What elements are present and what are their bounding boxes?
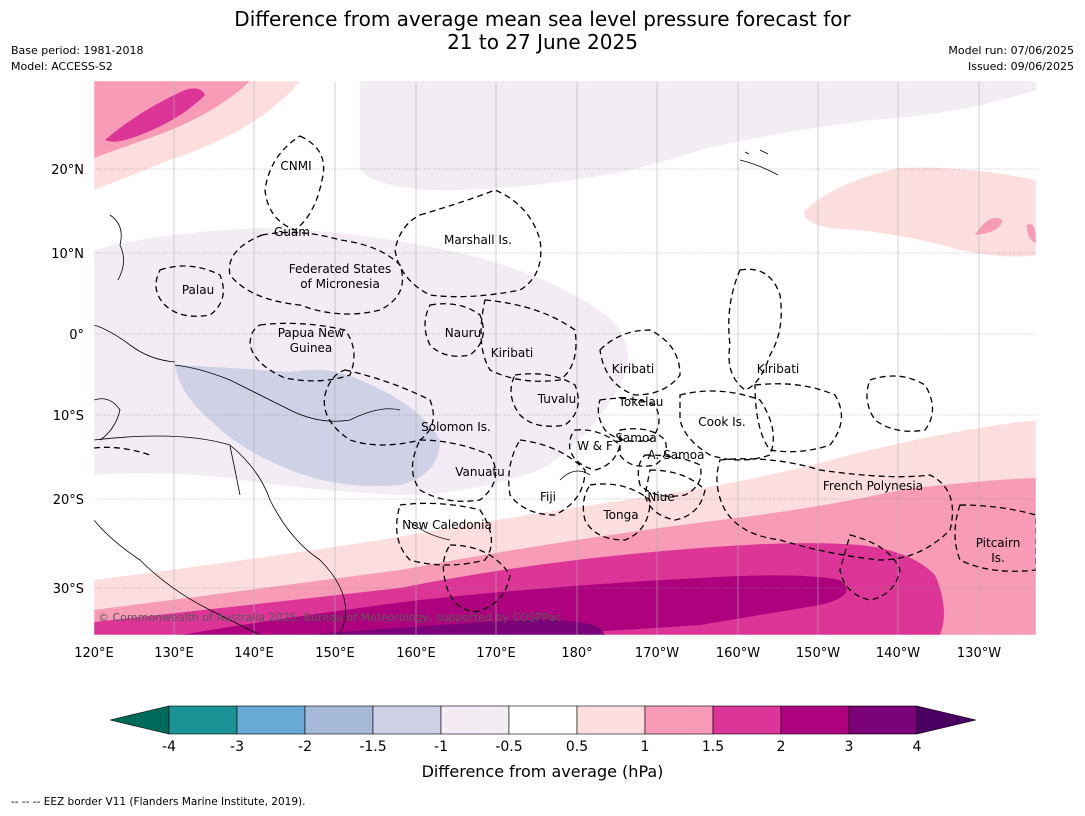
colorbar-bin	[576, 705, 646, 735]
region-label: Fiji	[540, 490, 556, 504]
colorbar-bin	[304, 705, 374, 735]
lat-tick: 20°N	[51, 163, 84, 178]
region-label: Vanuatu	[455, 465, 505, 479]
colorbar-bin	[848, 705, 918, 735]
colorbar	[109, 705, 977, 735]
model-run-label: Model run: 07/06/2025	[948, 44, 1074, 57]
colorbar-tick: -3	[230, 739, 244, 755]
colorbar-tick: 2	[777, 739, 786, 755]
region-label: Is.	[991, 551, 1005, 565]
region-label: of Micronesia	[300, 277, 380, 291]
gridlines	[94, 81, 1036, 635]
region-label: Solomon Is.	[421, 420, 491, 434]
colorbar-title: Difference from average (hPa)	[421, 762, 664, 781]
lon-tick: 160°W	[716, 646, 760, 661]
colorbar-bin	[372, 705, 442, 735]
region-label: Cook Is.	[698, 415, 745, 429]
pressure-anomaly-field	[94, 81, 1036, 635]
colorbar-bin	[780, 705, 850, 735]
colorbar-bin	[644, 705, 714, 735]
region-label: Tokelau	[618, 395, 664, 409]
colorbar-tick: -1	[434, 739, 448, 755]
lat-tick: 20°S	[53, 493, 84, 508]
colorbar-low-extension	[109, 705, 170, 735]
lon-tick: 160°E	[396, 646, 436, 661]
lon-tick: 120°E	[74, 646, 114, 661]
region-label: Nauru	[445, 326, 481, 340]
region-label: Tuvalu	[537, 392, 577, 406]
axis-frame	[93, 80, 1037, 636]
region-label: Pitcairn	[976, 536, 1021, 550]
title-line-2: 21 to 27 June 2025	[447, 30, 638, 54]
title-line-1: Difference from average mean sea level p…	[234, 7, 851, 31]
region-label: Marshall Is.	[444, 233, 512, 247]
lon-tick: 150°E	[315, 646, 355, 661]
coastlines	[94, 149, 779, 635]
lat-tick: 30°S	[53, 582, 84, 597]
colorbar-bin	[236, 705, 306, 735]
lat-tick: 10°S	[53, 409, 84, 424]
region-label: Kiribati	[491, 346, 533, 360]
region-labels: CNMI Guam Marshall Is. Federated States …	[182, 159, 1020, 565]
lat-tick-labels: 20°N 10°N 0° 10°S 20°S 30°S	[51, 163, 84, 597]
lon-tick: 140°W	[876, 646, 920, 661]
colorbar-tick: -0.5	[495, 739, 522, 755]
copyright-notice: © Commonwealth of Australia 2025, Bureau…	[98, 611, 561, 624]
colorbar-tick: 1.5	[702, 739, 724, 755]
lon-tick: 180°	[561, 646, 592, 661]
lon-tick: 130°W	[957, 646, 1001, 661]
region-label: New Caledonia	[402, 518, 492, 532]
colorbar-tick: 1	[641, 739, 650, 755]
eez-footnote: -- -- -- EEZ border V11 (Flanders Marine…	[11, 796, 306, 808]
colorbar-tick: 0.5	[566, 739, 588, 755]
region-label: CNMI	[280, 159, 311, 173]
map-figure: 20°N 10°N 0° 10°S 20°S 30°S 120°E 130°E …	[51, 80, 1037, 755]
region-label: Guam	[274, 225, 310, 239]
eez-borders	[94, 135, 1036, 613]
colorbar-tick-labels: -4 -3 -2 -1.5 -1 -0.5 0.5 1 1.5 2 3 4	[162, 739, 922, 755]
issued-label: Issued: 09/06/2025	[967, 60, 1074, 73]
colorbar-tick: -2	[298, 739, 312, 755]
region-label: Guinea	[290, 341, 333, 355]
meta-right: Model run: 07/06/2025 Issued: 09/06/2025	[948, 43, 1074, 75]
region-label: A. Samoa	[648, 448, 705, 462]
lon-tick: 170°E	[476, 646, 516, 661]
chart-title: Difference from average mean sea level p…	[0, 8, 1085, 54]
lat-tick: 0°	[69, 328, 84, 343]
colorbar-bin	[440, 705, 510, 735]
lon-tick-labels: 120°E 130°E 140°E 150°E 160°E 170°E 180°…	[74, 646, 1001, 661]
colorbar-bin	[508, 705, 578, 735]
colorbar-high-extension	[916, 705, 977, 735]
base-period-label: Base period: 1981-2018	[11, 44, 144, 57]
meta-left: Base period: 1981-2018 Model: ACCESS-S2	[11, 43, 143, 75]
colorbar-tick: 3	[845, 739, 854, 755]
colorbar-bin	[712, 705, 782, 735]
region-label: Samoa	[615, 431, 656, 445]
region-label: French Polynesia	[823, 479, 923, 493]
lat-tick: 10°N	[51, 247, 84, 262]
lon-tick: 150°W	[796, 646, 840, 661]
region-label: W & F	[577, 439, 613, 453]
lon-tick: 130°E	[154, 646, 194, 661]
region-label: Tonga	[602, 508, 638, 522]
lon-tick: 140°E	[234, 646, 274, 661]
colorbar-tick: -4	[162, 739, 176, 755]
region-label: Papua New	[278, 326, 345, 340]
model-label: Model: ACCESS-S2	[11, 60, 113, 73]
region-label: Palau	[182, 283, 214, 297]
region-label: Kiribati	[757, 362, 799, 376]
lon-tick: 170°W	[635, 646, 679, 661]
region-label: Kiribati	[612, 362, 654, 376]
region-label: Niue	[647, 490, 674, 504]
colorbar-tick: 4	[913, 739, 922, 755]
region-label: Federated States	[289, 262, 391, 276]
colorbar-tick: -1.5	[359, 739, 386, 755]
colorbar-bin	[168, 705, 238, 735]
